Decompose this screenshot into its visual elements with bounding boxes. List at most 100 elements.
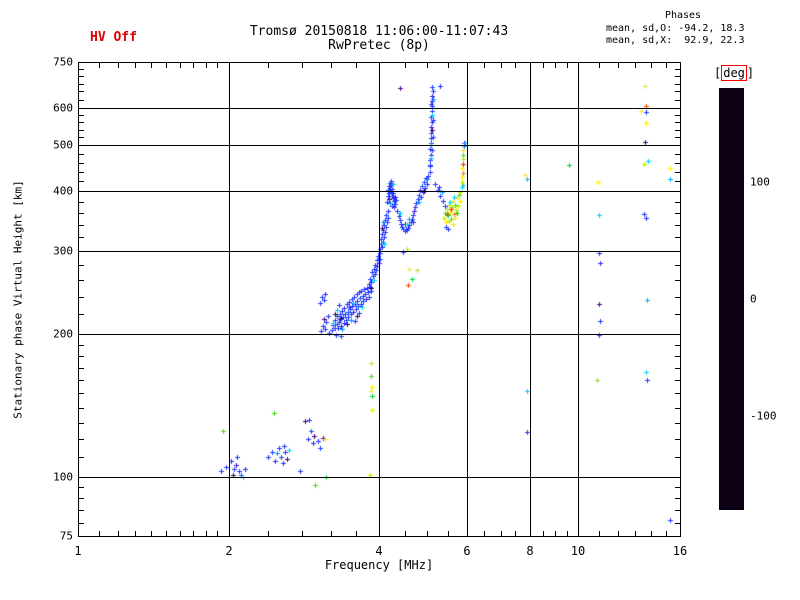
- y-axis-tick-right: [675, 154, 680, 155]
- y-axis-tick-right: [675, 280, 680, 281]
- y-axis-tick-right: [675, 368, 680, 369]
- y-axis-tick-right: [675, 84, 680, 85]
- y-axis-tick-right: [675, 100, 680, 101]
- grid-line-horizontal: [78, 145, 680, 146]
- x-axis-tick-top: [530, 63, 531, 72]
- y-axis-tick-right: [675, 523, 680, 524]
- y-axis-tick-right: [671, 251, 680, 252]
- y-axis-tick-right: [675, 202, 680, 203]
- x-axis-tick: [166, 531, 167, 536]
- y-axis-tick: [79, 487, 84, 488]
- x-axis-tick: [217, 531, 218, 536]
- x-axis-tick: [448, 531, 449, 536]
- x-axis-tick: [135, 531, 136, 536]
- grid-line-horizontal: [78, 251, 680, 252]
- x-axis-tick: [118, 531, 119, 536]
- x-axis-tick-top: [543, 63, 544, 68]
- x-axis-tick: [180, 531, 181, 536]
- y-axis-tick: [79, 251, 88, 252]
- x-tick-label: 16: [672, 544, 688, 558]
- y-axis-tick-right: [675, 172, 680, 173]
- y-axis-tick-right: [675, 439, 680, 440]
- y-axis-tick: [79, 213, 84, 214]
- y-axis-tick-right: [671, 334, 680, 335]
- y-axis-tick-right: [675, 498, 680, 499]
- colorbar-unit-label: [deg]: [714, 65, 754, 81]
- x-axis-tick-top: [302, 63, 303, 68]
- y-tick-label: 500: [53, 138, 73, 152]
- y-axis-tick-right: [675, 393, 680, 394]
- x-axis-tick: [515, 531, 516, 536]
- x-axis-tick: [578, 527, 579, 536]
- x-axis-tick-top: [515, 63, 516, 68]
- y-axis-tick-right: [675, 69, 680, 70]
- grid-line-horizontal: [78, 108, 680, 109]
- y-axis-tick-right: [675, 457, 680, 458]
- x-axis-tick: [78, 527, 79, 536]
- y-axis-tick: [79, 393, 84, 394]
- colorbar-tick-label: 100: [750, 175, 770, 189]
- x-tick-label: 8: [526, 544, 534, 558]
- grid-line-vertical: [229, 62, 230, 536]
- y-axis-tick-right: [675, 122, 680, 123]
- colorbar-tick-label: 0: [750, 292, 757, 306]
- x-axis-tick-top: [331, 63, 332, 68]
- x-axis-tick: [530, 527, 531, 536]
- x-axis-tick-top: [484, 63, 485, 68]
- x-axis-tick-top: [501, 63, 502, 68]
- x-axis-tick-top: [217, 63, 218, 68]
- y-axis-tick: [79, 368, 84, 369]
- x-axis-tick-top: [599, 63, 600, 68]
- y-tick-label: 100: [53, 470, 73, 484]
- grid-line-vertical: [379, 62, 380, 536]
- y-axis-tick-right: [675, 225, 680, 226]
- grid-line-horizontal: [78, 191, 680, 192]
- y-axis-tick: [79, 172, 84, 173]
- y-axis-tick: [79, 163, 84, 164]
- x-axis-tick-top: [555, 63, 556, 68]
- x-axis-tick: [331, 531, 332, 536]
- y-axis-tick-right: [675, 380, 680, 381]
- x-axis-tick-top: [618, 63, 619, 68]
- x-axis-tick: [567, 531, 568, 536]
- x-axis-tick: [229, 527, 230, 536]
- y-axis-tick-right: [671, 62, 680, 63]
- y-axis-tick-right: [675, 356, 680, 357]
- y-axis-tick: [79, 523, 84, 524]
- y-axis-tick: [79, 137, 84, 138]
- y-axis-tick: [79, 191, 88, 192]
- x-axis-tick: [484, 531, 485, 536]
- y-axis-tick: [79, 84, 84, 85]
- y-tick-label: 750: [53, 55, 73, 69]
- x-axis-tick-top: [180, 63, 181, 68]
- x-axis-tick: [543, 531, 544, 536]
- y-axis-tick: [79, 76, 84, 77]
- y-axis-tick: [79, 202, 84, 203]
- y-axis-tick: [79, 154, 84, 155]
- x-axis-tick: [680, 527, 681, 536]
- bracket-open: [: [714, 66, 722, 80]
- y-axis-tick-right: [675, 213, 680, 214]
- x-axis-tick-top: [151, 63, 152, 68]
- y-axis-tick: [79, 265, 84, 266]
- x-axis-tick-top: [666, 63, 667, 68]
- y-axis-tick-right: [675, 163, 680, 164]
- x-axis-tick-top: [99, 63, 100, 68]
- x-tick-label: 10: [570, 544, 586, 558]
- y-axis-tick: [79, 477, 88, 478]
- y-axis-tick: [79, 408, 84, 409]
- x-axis-tick: [618, 531, 619, 536]
- x-axis-tick: [379, 527, 380, 536]
- x-axis-tick-top: [680, 63, 681, 72]
- x-axis-tick: [356, 531, 357, 536]
- y-axis-tick-right: [675, 345, 680, 346]
- y-axis-tick-right: [675, 510, 680, 511]
- x-axis-tick: [193, 531, 194, 536]
- y-axis-tick: [79, 69, 84, 70]
- deg-label: deg: [721, 65, 747, 81]
- y-axis-tick: [79, 91, 84, 92]
- y-axis-tick-right: [671, 536, 680, 537]
- y-axis-tick: [79, 510, 84, 511]
- y-axis-tick-right: [671, 108, 680, 109]
